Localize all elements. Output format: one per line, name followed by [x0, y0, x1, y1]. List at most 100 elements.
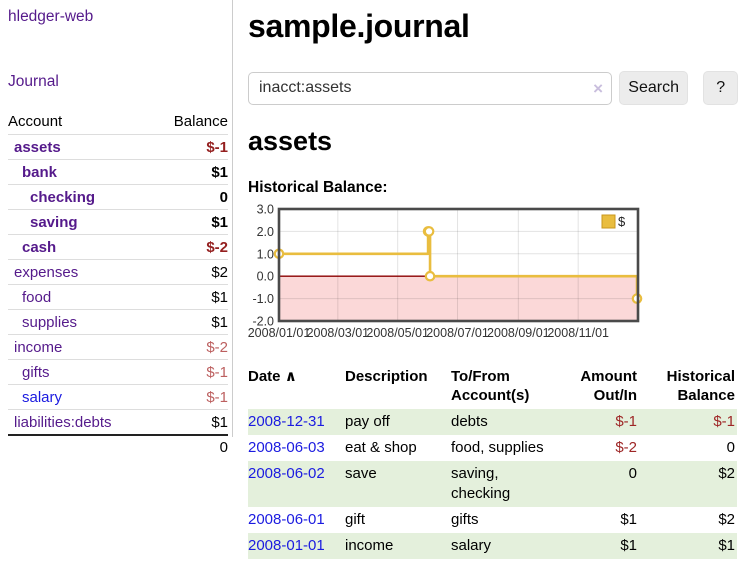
- sidebar-account-balance: $1: [211, 413, 228, 431]
- sidebar: hledger-web Journal Account Balance asse…: [0, 0, 233, 456]
- register-amount-cell: $-2: [615, 439, 637, 456]
- x-tick-label: 2008/01/01: [248, 326, 310, 340]
- y-tick-label: 0.0: [257, 270, 274, 284]
- register-balance-cell: $2: [718, 511, 735, 528]
- sidebar-account-link[interactable]: liabilities:debts: [14, 413, 112, 431]
- register-row: 2008-01-01 income salary $1 $1: [248, 533, 737, 559]
- transaction-date-link[interactable]: 2008-12-31: [248, 413, 325, 430]
- account-heading: assets: [248, 126, 333, 156]
- register-row: 2008-12-31 pay off debts $-1 $-1: [248, 409, 737, 435]
- register-amount-cell: $1: [620, 511, 637, 528]
- data-point-marker[interactable]: [424, 270, 436, 282]
- balance-column-header: Historical Balance: [666, 368, 735, 404]
- sidebar-account-row: saving $1: [8, 209, 228, 234]
- sidebar-account-link[interactable]: saving: [30, 213, 78, 231]
- sidebar-account-row: checking 0: [8, 184, 228, 209]
- sidebar-account-balance: $1: [211, 288, 228, 306]
- historical-balance-chart[interactable]: 3.0 2.0 1.0 0.0 -1.0 -2.02008/01/012008/03/01…: [248, 202, 710, 344]
- register-header-row: Date ∧ Description To/From Account(s) Am…: [248, 365, 737, 409]
- sidebar-account-row: expenses $2: [8, 259, 228, 284]
- sidebar-account-row: supplies $1: [8, 309, 228, 334]
- page-title: sample.journal: [248, 8, 470, 44]
- help-button[interactable]: ?: [703, 71, 738, 105]
- transaction-date-link[interactable]: 2008-06-02: [248, 465, 325, 482]
- x-tick-label: 2008/05/01: [366, 326, 429, 340]
- sidebar-account-link[interactable]: cash: [22, 238, 57, 256]
- transaction-date-link[interactable]: 2008-01-01: [248, 537, 325, 554]
- sidebar-account-row: salary $-1: [8, 384, 228, 409]
- transaction-date-link[interactable]: 2008-06-03: [248, 439, 325, 456]
- search-input[interactable]: [248, 71, 612, 105]
- y-tick-label: -2.0: [252, 315, 274, 329]
- register-amount-cell: $-1: [615, 413, 637, 430]
- y-tick-label: 3.0: [257, 203, 274, 217]
- app-brand-link[interactable]: hledger-web: [8, 8, 94, 25]
- search-button[interactable]: Search: [619, 71, 689, 105]
- x-tick-label: 2008/03/01: [307, 326, 370, 340]
- sidebar-account-row: gifts $-1: [8, 359, 228, 384]
- data-point-marker[interactable]: [423, 226, 435, 237]
- sidebar-account-link[interactable]: assets: [14, 138, 61, 156]
- main-content: sample.journal × Search ? assets Histori…: [248, 0, 738, 559]
- legend-swatch: [601, 214, 616, 229]
- sidebar-account-link[interactable]: gifts: [22, 363, 50, 381]
- sidebar-account-balance: 0: [219, 188, 228, 206]
- sidebar-account-link[interactable]: income: [14, 338, 63, 356]
- sidebar-account-link[interactable]: expenses: [14, 263, 79, 281]
- date-column-header[interactable]: Date ∧: [248, 368, 297, 385]
- negative-region-fill: [279, 276, 638, 321]
- sidebar-account-balance: $1: [211, 213, 228, 231]
- sidebar-account-row: liabilities:debts $1: [8, 409, 228, 434]
- sidebar-account-link[interactable]: checking: [30, 188, 96, 206]
- sidebar-account-link[interactable]: bank: [22, 163, 58, 181]
- total-balance: 0: [219, 439, 228, 456]
- description-column-header: Description: [345, 368, 428, 385]
- x-tick-label: 2008/07/01: [426, 326, 489, 340]
- account-column-header: Account: [8, 112, 63, 130]
- sidebar-account-link[interactable]: supplies: [22, 313, 78, 331]
- sidebar-account-balance: $-1: [206, 138, 228, 156]
- register-amount-cell: 0: [628, 465, 637, 482]
- register-balance-cell: $-1: [713, 413, 735, 430]
- x-tick-label: 2008/09/01: [487, 326, 550, 340]
- sidebar-account-balance: $2: [211, 263, 228, 281]
- register-date-cell: 2008-06-01: [248, 507, 345, 533]
- register-date-cell: 2008-06-03: [248, 435, 345, 461]
- register-date-cell: 2008-06-02: [248, 461, 345, 507]
- register-accounts-cell: saving, checking: [451, 465, 511, 502]
- legend-label: $: [618, 214, 626, 229]
- y-tick-label: 2.0: [257, 225, 274, 239]
- register-balance-cell: 0: [726, 439, 735, 456]
- amount-column-header: Amount Out/In: [580, 368, 637, 404]
- register-row: 2008-06-02 save saving, checking 0 $2: [248, 461, 737, 507]
- sidebar-account-balance: $-2: [206, 338, 228, 356]
- register-description-cell: save: [345, 465, 377, 482]
- sidebar-account-balance: $1: [211, 313, 228, 331]
- sidebar-account-row: bank $1: [8, 159, 228, 184]
- search-input-wrap: ×: [248, 71, 612, 105]
- sort-asc-icon[interactable]: ∧: [284, 368, 297, 385]
- transaction-date-link[interactable]: 2008-06-01: [248, 511, 325, 528]
- register-description-cell: eat & shop: [345, 439, 417, 456]
- sidebar-account-balance: $-1: [206, 388, 228, 406]
- sidebar-account-row: food $1: [8, 284, 228, 309]
- clear-search-icon[interactable]: ×: [593, 78, 603, 98]
- sidebar-account-link[interactable]: food: [22, 288, 52, 306]
- register-date-cell: 2008-01-01: [248, 533, 345, 559]
- register-balance-cell: $1: [718, 537, 735, 554]
- sidebar-account-balance: $-2: [206, 238, 228, 256]
- y-tick-label: 1.0: [257, 247, 274, 261]
- search-bar: × Search ?: [248, 71, 738, 105]
- register-row: 2008-06-03 eat & shop food, supplies $-2 0: [248, 435, 737, 461]
- chart-title: Historical Balance:: [248, 179, 388, 196]
- register-table: Date ∧ Description To/From Account(s) Am…: [248, 365, 737, 559]
- sidebar-item-journal[interactable]: Journal: [8, 73, 59, 90]
- chart-border: [277, 207, 640, 323]
- sidebar-account-row: income $-2: [8, 334, 228, 359]
- sidebar-account-balance: $-1: [206, 363, 228, 381]
- y-tick-label: -1.0: [252, 292, 274, 306]
- register-description-cell: income: [345, 537, 394, 554]
- sidebar-account-row: cash $-2: [8, 234, 228, 259]
- register-accounts-cell: gifts: [451, 511, 479, 528]
- sidebar-account-link[interactable]: salary: [22, 388, 63, 406]
